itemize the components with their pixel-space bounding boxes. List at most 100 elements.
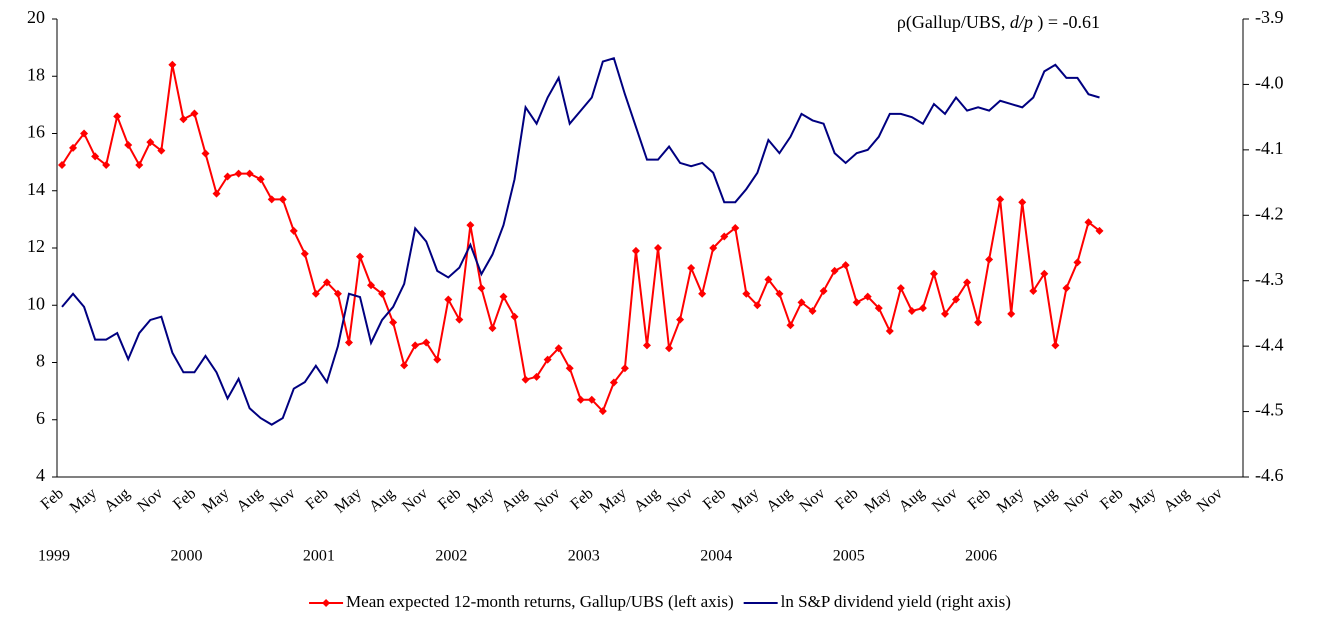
data-point — [69, 143, 78, 152]
data-point — [113, 112, 122, 121]
data-point — [223, 172, 232, 181]
data-point — [830, 266, 839, 275]
data-point — [521, 375, 530, 384]
data-point — [753, 301, 762, 310]
data-point — [455, 315, 464, 324]
data-point — [91, 152, 100, 161]
x-tick-label: Nov — [664, 485, 696, 516]
x-tick-label: Feb — [1097, 485, 1126, 513]
data-point — [687, 264, 696, 273]
data-point — [389, 318, 398, 327]
data-point — [1018, 198, 1027, 207]
x-tick-label: Feb — [38, 485, 67, 513]
data-point — [1040, 269, 1049, 278]
x-tick-label: May — [861, 485, 894, 517]
year-label: 2005 — [833, 548, 865, 565]
x-tick-label: Aug — [631, 485, 663, 516]
data-point — [378, 289, 387, 298]
data-point — [157, 146, 166, 155]
x-tick-label: Aug — [101, 485, 133, 516]
data-point — [775, 289, 784, 298]
data-point — [278, 195, 287, 204]
year-label: 1999 — [38, 548, 70, 565]
data-point — [764, 275, 773, 284]
x-tick-label: May — [994, 485, 1027, 517]
data-point — [532, 372, 541, 381]
legend-marker — [322, 599, 331, 607]
legend-label: ln S&P dividend yield (right axis) — [781, 592, 1011, 611]
data-point — [841, 261, 850, 270]
data-point — [576, 395, 585, 404]
data-point — [609, 378, 618, 387]
x-tick-label: Aug — [763, 485, 795, 516]
data-point — [587, 395, 596, 404]
year-label: 2000 — [170, 548, 202, 565]
data-point — [58, 160, 66, 169]
data-point — [698, 289, 707, 298]
data-point — [1073, 258, 1082, 267]
data-point — [565, 364, 574, 373]
data-point — [311, 289, 320, 298]
legend: Mean expected 12-month returns, Gallup/U… — [309, 592, 1011, 611]
data-point — [477, 284, 486, 293]
x-tick-label: Nov — [134, 485, 166, 516]
data-point — [510, 312, 519, 321]
data-point — [620, 364, 629, 373]
x-tick-label: May — [1126, 485, 1159, 517]
x-tick-label: May — [332, 485, 365, 517]
data-point — [543, 355, 552, 364]
data-point — [896, 284, 905, 293]
data-point — [731, 223, 740, 232]
data-point — [267, 195, 276, 204]
y-tick-label: 20 — [27, 7, 45, 27]
data-point — [356, 252, 365, 261]
data-point — [422, 338, 431, 347]
data-point — [709, 244, 718, 252]
data-point — [488, 324, 497, 333]
x-tick-label: Nov — [1061, 485, 1093, 516]
annotation-text: d/p — [1010, 12, 1033, 32]
data-point — [642, 341, 651, 350]
y-tick-label: 14 — [27, 179, 45, 199]
data-point — [146, 138, 155, 147]
data-point — [676, 315, 685, 324]
x-tick-label: Feb — [170, 485, 199, 513]
data-point — [819, 286, 828, 295]
y-tick-label: 8 — [36, 351, 45, 371]
data-point — [654, 244, 663, 252]
data-point — [400, 361, 409, 370]
data-point — [1051, 341, 1060, 350]
data-point — [985, 255, 994, 264]
data-point — [863, 292, 872, 301]
y-tick-label: 16 — [27, 122, 45, 142]
x-tick-label: May — [464, 485, 497, 517]
data-point — [808, 306, 817, 315]
year-label: 2001 — [303, 548, 335, 565]
data-point — [466, 221, 475, 230]
x-tick-label: Nov — [532, 485, 564, 516]
x-tick-label: May — [729, 485, 762, 517]
data-point — [974, 318, 983, 327]
data-point — [720, 232, 729, 241]
x-tick-label: May — [199, 485, 232, 517]
data-point — [874, 304, 883, 313]
y2-tick-label: -4.3 — [1255, 269, 1284, 289]
y2-tick-label: -4.5 — [1255, 400, 1284, 420]
data-point — [885, 327, 894, 336]
data-point — [124, 140, 133, 149]
y-tick-label: 18 — [27, 64, 45, 84]
data-point — [444, 295, 453, 304]
data-point — [333, 289, 342, 298]
data-point — [80, 129, 89, 138]
data-point — [322, 278, 331, 287]
x-tick-label: Aug — [1161, 485, 1193, 516]
data-point — [554, 344, 563, 353]
data-point — [996, 195, 1005, 204]
data-point — [179, 115, 188, 124]
data-point — [1084, 218, 1093, 227]
x-tick-label: Nov — [929, 485, 961, 516]
y2-tick-label: -4.0 — [1255, 73, 1284, 93]
data-point — [245, 169, 254, 178]
y-tick-label: 10 — [27, 293, 45, 313]
